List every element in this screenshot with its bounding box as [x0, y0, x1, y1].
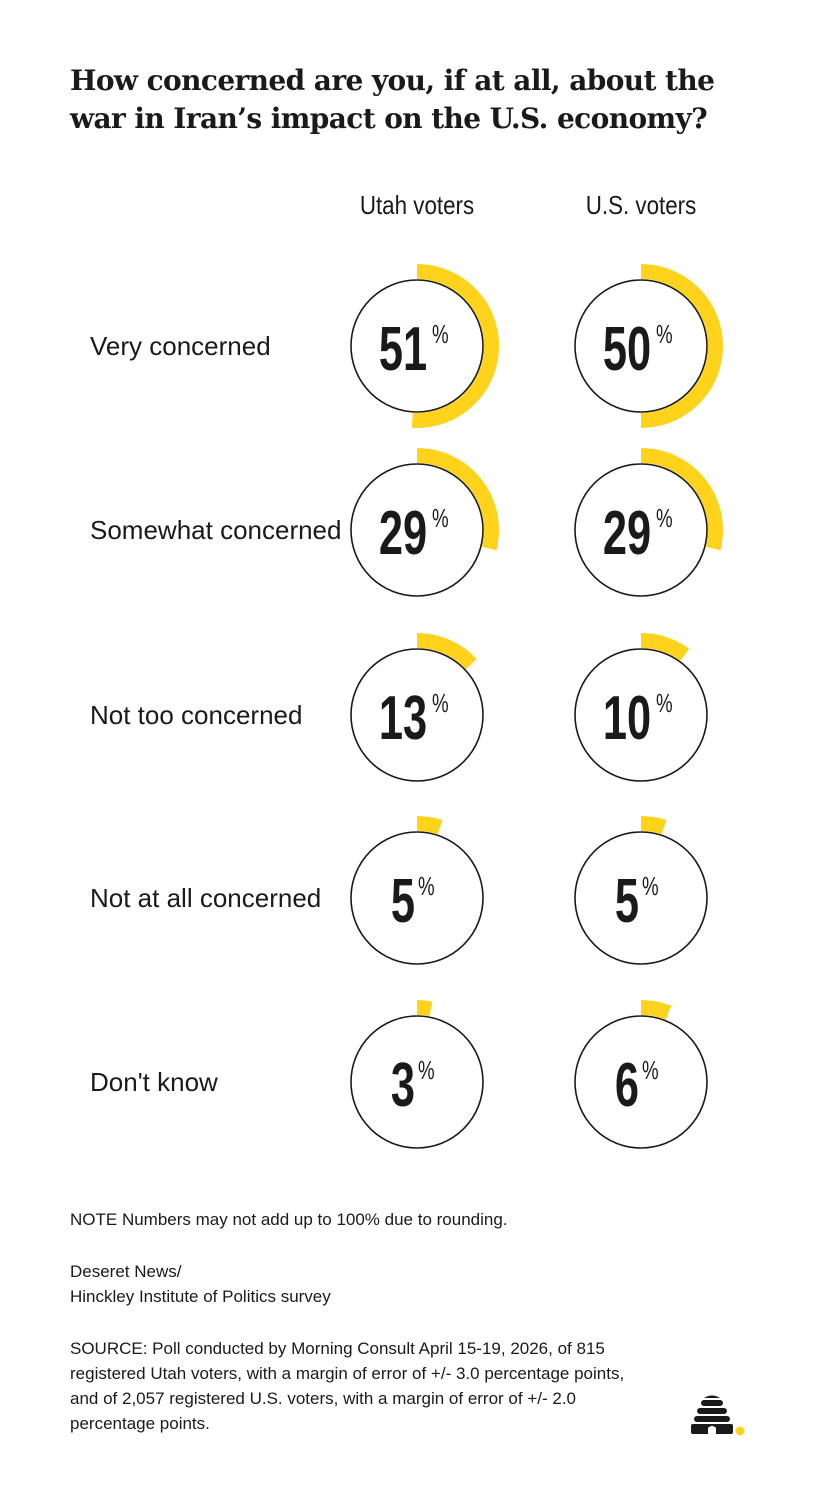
category-label: Somewhat concerned: [90, 515, 341, 545]
percent-sign: %: [656, 688, 673, 718]
donut-outline: [574, 1015, 708, 1149]
chart-title: How concerned are you, if at all, about …: [70, 64, 715, 135]
percent-sign: %: [432, 688, 449, 718]
percent-sign: %: [418, 1055, 435, 1085]
donut-outline: [574, 648, 708, 782]
donut-chart-grid: Very concerned Somewhat concerned Not too …: [90, 264, 723, 1149]
donut-arc: [640, 816, 667, 835]
org-credit: Deseret News/ Hinckley Institute of Poli…: [70, 1259, 470, 1309]
value-label: 6: [615, 1052, 639, 1120]
category-label: Don't know: [90, 1067, 218, 1097]
donut-outline: [350, 463, 484, 597]
donut-mark: 50%: [574, 264, 723, 428]
series-label-us: U.S. voters: [585, 190, 697, 220]
value-label: 13: [379, 685, 427, 753]
donut-mark: 10%: [574, 633, 708, 782]
note-text: NOTE Numbers may not add up to 100% due …: [70, 1210, 508, 1229]
value-label: 29: [603, 500, 651, 568]
value-label: 51: [379, 316, 427, 384]
donut-mark: 6%: [574, 1000, 708, 1149]
donut-arc: [640, 264, 723, 428]
percent-sign: %: [656, 503, 673, 533]
percent-sign: %: [642, 871, 659, 901]
percent-sign: %: [418, 871, 435, 901]
donut-arc: [640, 448, 723, 551]
donut-mark: 3%: [350, 1000, 484, 1149]
donut-outline: [574, 279, 708, 413]
donut-outline: [574, 831, 708, 965]
donut-mark: 5%: [574, 816, 708, 965]
category-label: Very concerned: [90, 331, 271, 361]
value-label: 29: [379, 500, 427, 568]
donut-outline: [350, 648, 484, 782]
value-label: 5: [615, 868, 639, 936]
value-label: 3: [391, 1052, 415, 1120]
percent-sign: %: [432, 319, 449, 349]
donut-outline: [574, 463, 708, 597]
donut-mark: 51%: [350, 264, 500, 428]
org-credit-line2: Hinckley Institute of Politics survey: [70, 1287, 331, 1306]
donut-mark: 13%: [350, 633, 484, 782]
category-label: Not at all concerned: [90, 883, 321, 913]
value-label: 5: [391, 868, 415, 936]
donut-arc: [640, 633, 690, 661]
donut-outline: [350, 831, 484, 965]
percent-sign: %: [432, 503, 449, 533]
value-label: 50: [603, 316, 651, 384]
donut-mark: 29%: [350, 448, 499, 597]
donut-outline: [350, 1015, 484, 1149]
percent-sign: %: [656, 319, 673, 349]
donut-arc: [640, 1000, 672, 1020]
donut-mark: 29%: [574, 448, 723, 597]
donut-outline: [350, 279, 484, 413]
donut-arc: [411, 264, 500, 428]
percent-sign: %: [642, 1055, 659, 1085]
donut-mark: 5%: [350, 816, 484, 965]
series-label-utah: Utah voters: [359, 190, 475, 220]
donut-arc: [416, 816, 443, 835]
donut-arc: [416, 448, 499, 551]
category-label: Not too concerned: [90, 700, 302, 730]
org-credit-line1: Deseret News/: [70, 1262, 182, 1281]
source-text: SOURCE: Poll conducted by Morning Consul…: [70, 1339, 625, 1433]
beehive-icon: [691, 1395, 745, 1436]
donut-arc: [416, 633, 477, 670]
donut-arc: [416, 1000, 433, 1017]
value-label: 10: [603, 685, 651, 753]
